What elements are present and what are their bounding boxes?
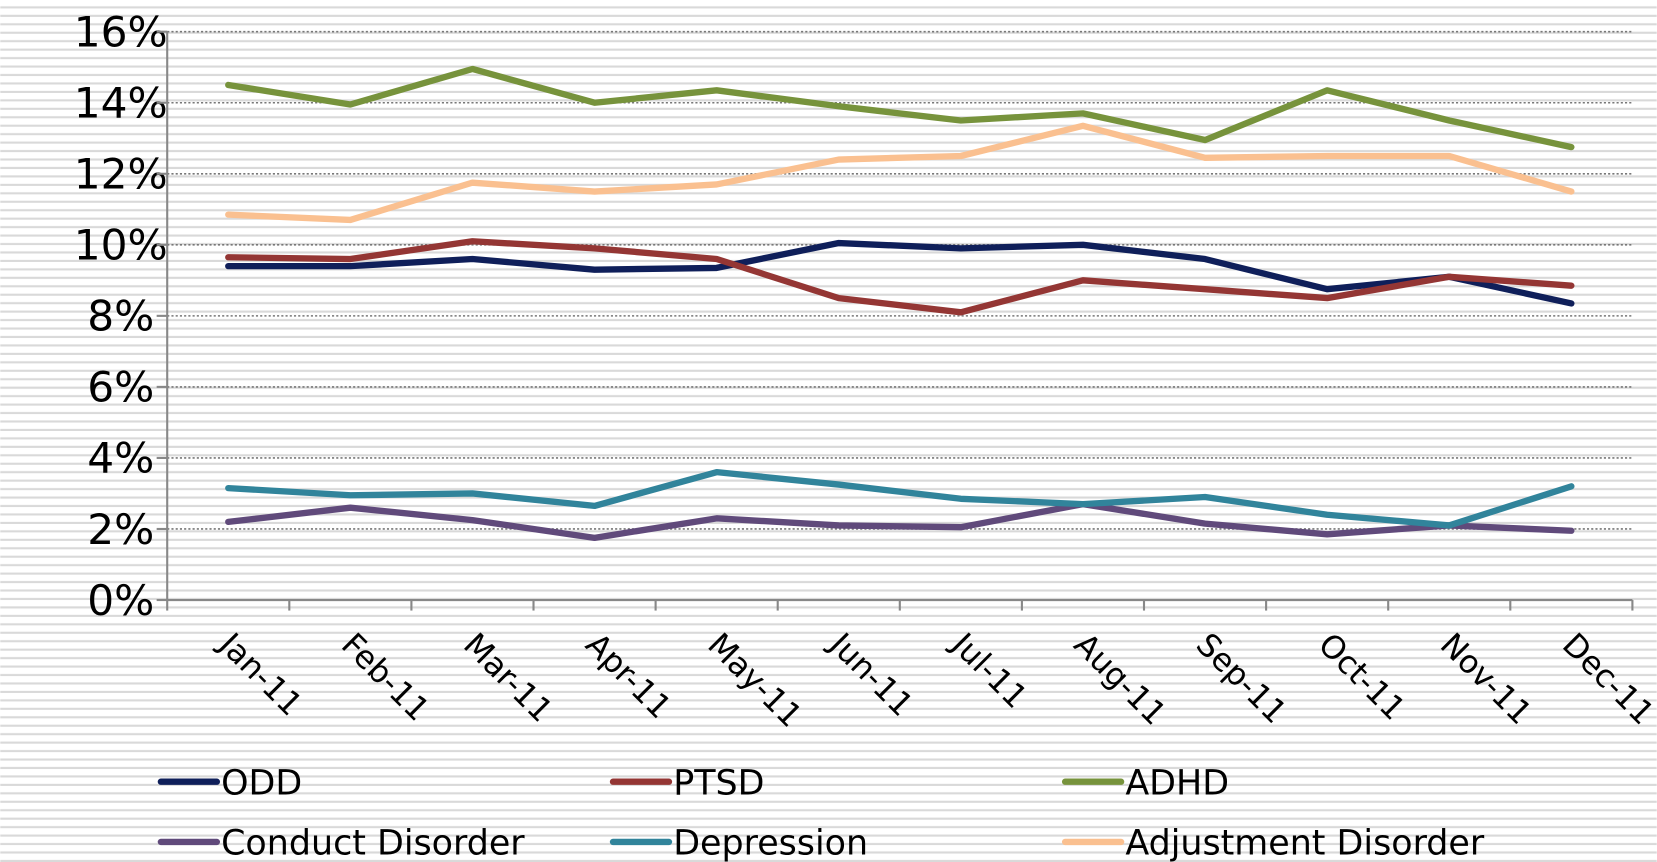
legend-label: ODD [221, 763, 302, 803]
legend-label: Depression [673, 824, 868, 862]
y-tick-label: 14% [74, 79, 168, 128]
y-tick-label: 12% [74, 150, 168, 199]
legend-label: PTSD [673, 763, 764, 803]
series-line [225, 468, 1575, 529]
legend-label: ADHD [1125, 763, 1229, 803]
series-line [225, 65, 1575, 151]
y-tick-label: 0% [87, 576, 154, 625]
y-tick-label: 4% [87, 434, 154, 483]
y-tick-label: 6% [87, 363, 154, 412]
y-tick-label: 10% [74, 221, 168, 270]
y-tick-label: 16% [74, 7, 168, 56]
legend-label: Conduct Disorder [221, 824, 525, 862]
y-tick-label: 8% [87, 292, 154, 341]
legend-label: Adjustment Disorder [1125, 824, 1485, 862]
series-line [225, 238, 1575, 316]
series-line [225, 122, 1575, 224]
series-line [225, 239, 1575, 307]
series-line [225, 500, 1575, 542]
y-tick-label: 2% [87, 505, 154, 554]
